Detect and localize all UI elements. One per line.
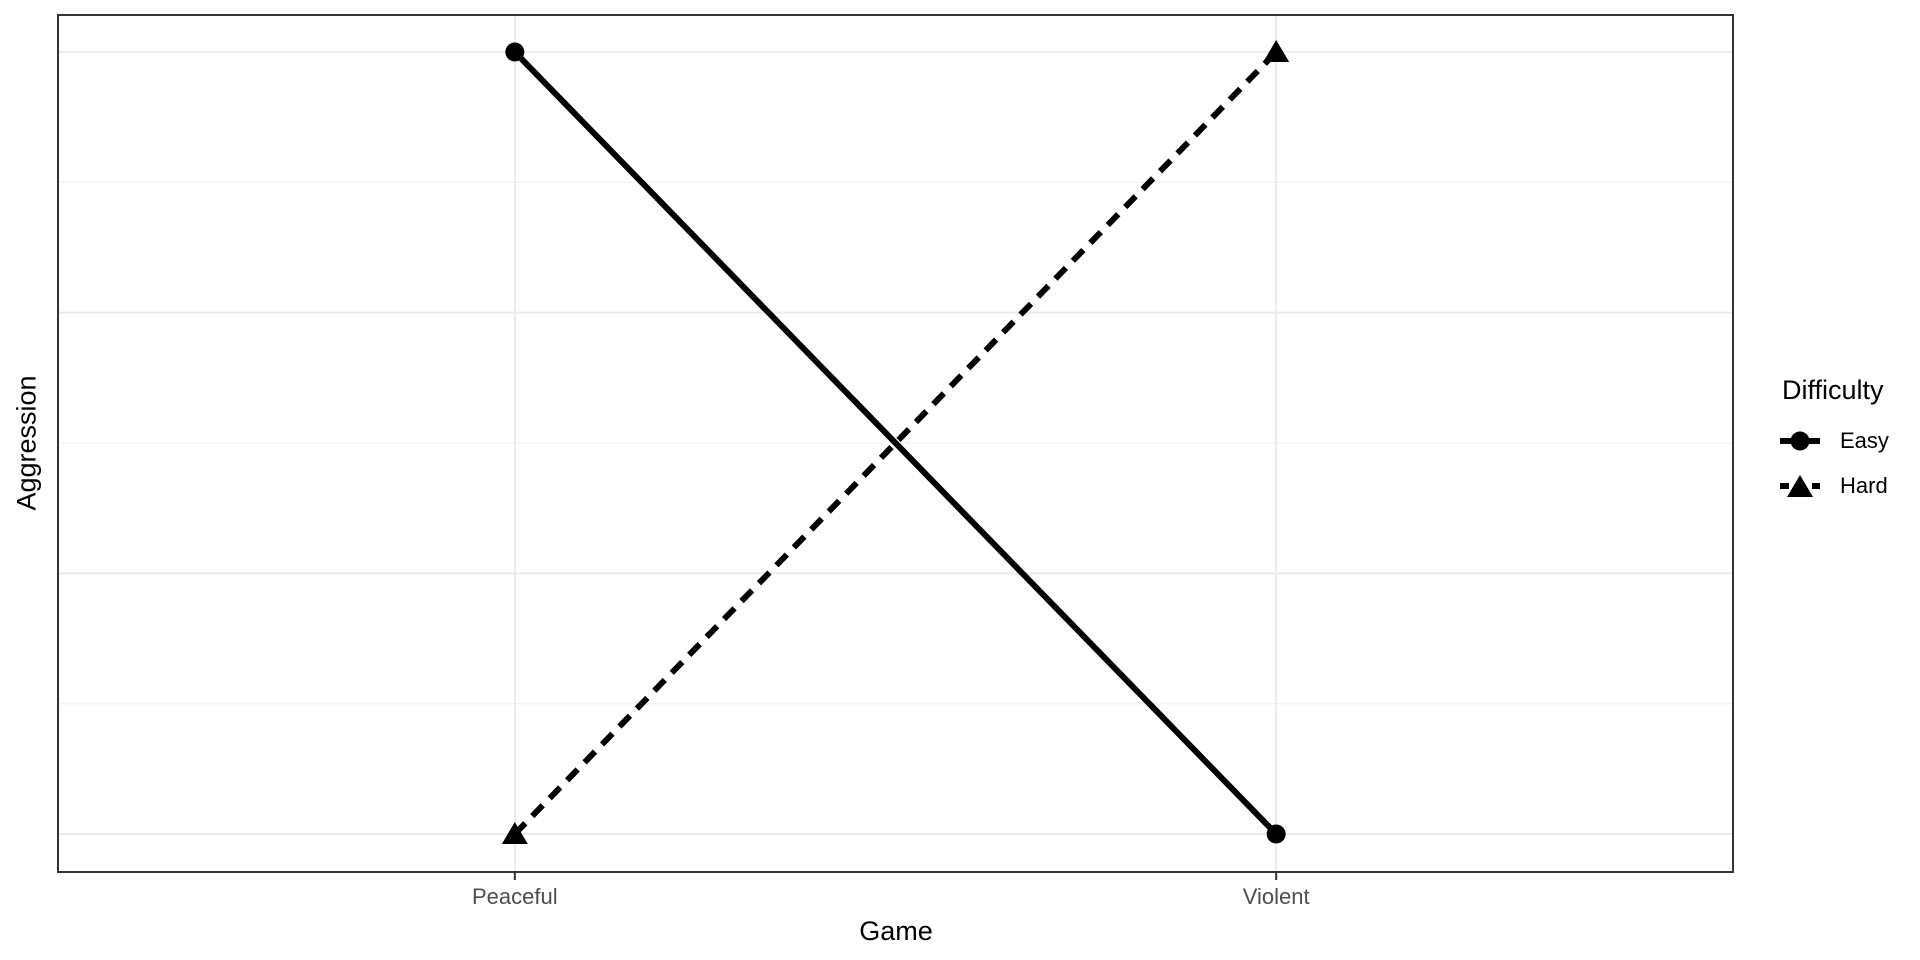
x-tick-label-peaceful: Peaceful bbox=[472, 884, 558, 909]
legend-label-hard: Hard bbox=[1840, 472, 1888, 498]
legend-title: Difficulty bbox=[1782, 375, 1884, 405]
x-tick-label-violent: Violent bbox=[1242, 884, 1310, 909]
panel-border bbox=[57, 14, 1734, 873]
series-line-hard bbox=[512, 49, 1279, 837]
legend-entry-easy: Easy bbox=[1778, 418, 1889, 463]
y-axis-title: Aggression bbox=[11, 375, 42, 511]
series-line-easy bbox=[512, 49, 1279, 837]
x-axis-title: Game bbox=[859, 916, 933, 946]
legend-label-easy: Easy bbox=[1840, 427, 1889, 453]
legend-key-triangle-icon bbox=[1780, 474, 1820, 497]
legend-entry-hard: Hard bbox=[1778, 463, 1889, 508]
marker-easy-violent bbox=[1266, 824, 1286, 844]
legend-key-circle-icon bbox=[1780, 431, 1820, 450]
marker-easy-peaceful bbox=[505, 42, 525, 62]
legend: Difficulty Easy Hard bbox=[1778, 374, 1889, 508]
marker-hard-violent bbox=[1263, 40, 1290, 62]
marker-hard-peaceful bbox=[501, 822, 528, 844]
legend-entries: Easy Hard bbox=[1778, 418, 1889, 508]
